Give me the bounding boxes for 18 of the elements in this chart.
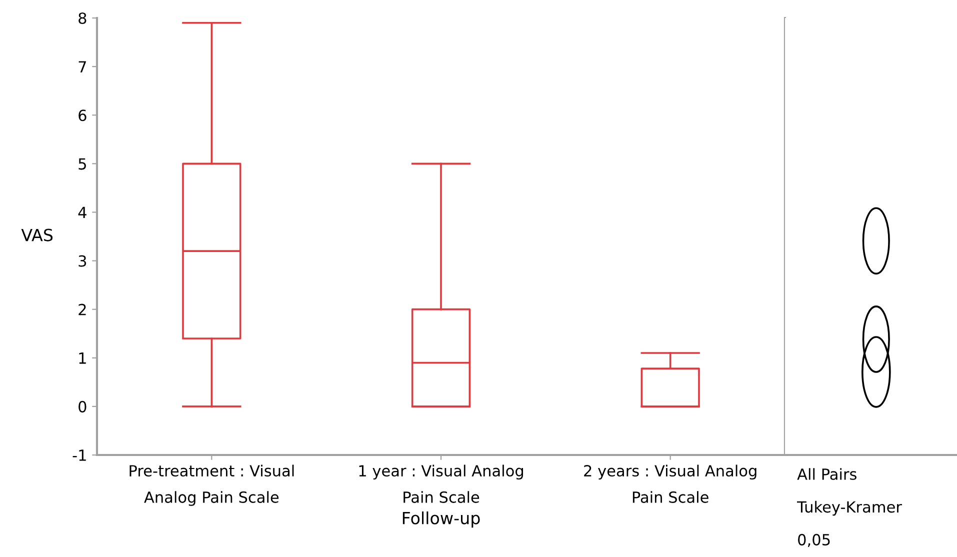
text: 0,05 xyxy=(798,534,830,548)
x-axis-title: Follow-up xyxy=(402,511,480,528)
x-tick-label: 1 year : Visual Analog Pain Scale xyxy=(359,464,523,503)
text: Tukey-Kramer xyxy=(796,500,902,516)
y-tick-label: 5 xyxy=(78,158,86,170)
y-tick-label: 1 xyxy=(79,352,86,364)
y-tick-label: -1 xyxy=(72,450,86,461)
y-tick-label: 4 xyxy=(78,206,86,218)
y-tick-label: 0 xyxy=(78,400,86,412)
x-tick-label: 2 years : Visual Analog Pain Scale xyxy=(584,464,756,503)
y-tick-label: 7 xyxy=(78,61,86,72)
y-tick-label: 3 xyxy=(78,255,86,267)
x-tick-label: Pre-treatment : Visual Analog Pain Scale xyxy=(130,464,294,506)
y-axis-title: VAS xyxy=(21,228,53,242)
y-tick-label: 8 xyxy=(78,12,86,24)
text: All Pairs xyxy=(797,468,856,480)
y-tick-label: 6 xyxy=(78,110,86,122)
y-tick-label: 2 xyxy=(78,304,86,316)
